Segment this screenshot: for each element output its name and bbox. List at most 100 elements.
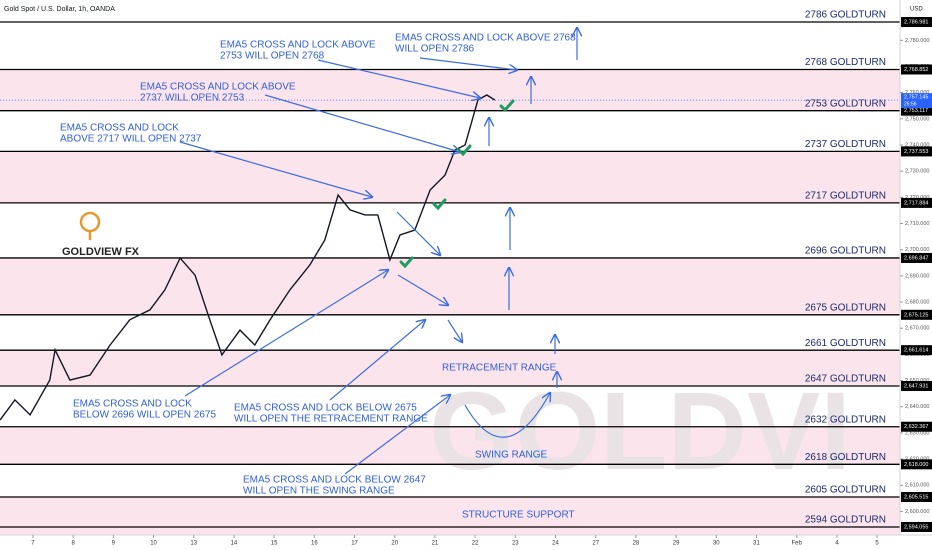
level-tag xyxy=(901,345,932,356)
annotation: WILL OPEN THE SWING RANGE xyxy=(243,486,395,497)
level-label: 2696 GOLDTURN xyxy=(805,246,886,257)
level-tag-label: 2,594.055 xyxy=(904,524,928,530)
annotation: SWING RANGE xyxy=(475,450,548,461)
x-tick-label: 17 xyxy=(351,541,358,547)
x-tick-label: Feb xyxy=(792,541,803,547)
x-tick-label: 30 xyxy=(713,541,720,547)
y-tick-label: 2,740.000 xyxy=(905,142,929,148)
arrow xyxy=(419,57,517,70)
level-tag-label: 2,661.614 xyxy=(904,348,928,354)
watermark: GOLDVI xyxy=(429,370,851,493)
level-label: 2618 GOLDTURN xyxy=(805,452,886,463)
band xyxy=(0,0,900,23)
band xyxy=(0,202,900,258)
level-label: 2753 GOLDTURN xyxy=(805,98,886,109)
y-tick-label: 2,710.000 xyxy=(905,221,929,227)
level-label: 2632 GOLDTURN xyxy=(805,414,886,425)
band xyxy=(0,314,900,351)
level-tag-label: 2,786.981 xyxy=(904,19,928,25)
x-tick-label: 21 xyxy=(432,541,439,547)
annotation: EMA5 CROSS AND LOCK BELOW 2647 xyxy=(243,475,426,486)
x-tick-label: 31 xyxy=(753,541,760,547)
annotation: BELOW 2696 WILL OPEN 2675 xyxy=(73,410,216,421)
arrow xyxy=(396,211,440,255)
arrows xyxy=(179,28,577,475)
check xyxy=(399,256,414,269)
level-tag xyxy=(901,459,932,470)
currency: USD xyxy=(910,7,923,13)
x-tick-label: 22 xyxy=(472,541,479,547)
annotations: EMA5 CROSS AND LOCK ABOVE 2753 WILL OPEN … xyxy=(60,33,576,521)
level-tag xyxy=(901,64,932,75)
x-tick-label: 4 xyxy=(835,541,839,547)
level-tag xyxy=(901,17,932,28)
annotation: EMA5 CROSS AND LOCK xyxy=(60,123,179,134)
annotation: 2753 WILL OPEN 2768 xyxy=(220,51,325,62)
arrow xyxy=(447,319,462,342)
x-tick-label: 15 xyxy=(271,541,278,547)
level-tag xyxy=(901,197,932,208)
checkmarks xyxy=(399,99,515,269)
arrow xyxy=(397,274,448,305)
price-line xyxy=(0,94,496,421)
level-tag xyxy=(901,146,932,157)
annotation: EMA5 CROSS AND LOCK BELOW 2675 xyxy=(234,403,417,414)
brand: GOLDVIEW FX xyxy=(62,246,140,258)
bands xyxy=(0,0,900,535)
level-tag xyxy=(901,252,932,263)
band xyxy=(0,0,900,535)
swing-curve xyxy=(464,393,550,438)
x-tick-label: 7 xyxy=(31,541,35,547)
level-tag-label: 2,632.367 xyxy=(904,424,928,430)
y-tick-label: 2,600.000 xyxy=(905,509,929,515)
x-tick-label: 28 xyxy=(633,541,640,547)
level-tag-label: 2,696.847 xyxy=(904,255,928,261)
y-tick-label: 2,680.000 xyxy=(905,300,929,306)
arrow xyxy=(344,395,450,475)
level-tag-label: 2,675.125 xyxy=(904,312,928,318)
y-tick-label: 2,690.000 xyxy=(905,273,929,279)
logo: GOLDVIEW FX xyxy=(62,211,140,258)
annotation: 2737 WILL OPEN 2753 xyxy=(140,93,245,104)
level-tag-label: 2,737.553 xyxy=(904,149,928,155)
level-tag xyxy=(901,105,932,116)
level-tag-label: 2,717.884 xyxy=(904,200,928,206)
countdown: 26:56 xyxy=(904,101,917,107)
y-tick-label: 2,630.000 xyxy=(905,430,929,436)
level-tag xyxy=(901,421,932,432)
x-tick-label: 24 xyxy=(552,541,559,547)
y-tick-label: 2,700.000 xyxy=(905,247,929,253)
y-tick-label: 2,640.000 xyxy=(905,404,929,410)
annotation: RETRACEMENT RANGE xyxy=(442,363,557,374)
arrow xyxy=(317,59,480,98)
annotation: EMA5 CROSS AND LOCK xyxy=(73,399,192,410)
x-tick-label: 8 xyxy=(71,541,75,547)
x-tick-label: 27 xyxy=(592,541,599,547)
x-tick-label: 10 xyxy=(150,541,157,547)
annotation: EMA5 CROSS AND LOCK ABOVE xyxy=(140,82,296,93)
y-tick-label: 2,780.000 xyxy=(905,38,929,44)
annotation: STRUCTURE SUPPORT xyxy=(462,510,575,521)
axis: 2,780.0002,770.0002,760.0002,750.0002,74… xyxy=(31,17,932,547)
x-tick-label: 13 xyxy=(190,541,197,547)
level-label: 2786 GOLDTURN xyxy=(805,10,886,21)
x-tick-label: 9 xyxy=(112,541,116,547)
level-label: 2594 GOLDTURN xyxy=(805,515,886,526)
level-label: 2661 GOLDTURN xyxy=(805,338,886,349)
y-tick-label: 2,730.000 xyxy=(905,169,929,175)
level-label: 2675 GOLDTURN xyxy=(805,302,886,313)
annotation: WILL OPEN 2786 xyxy=(395,44,475,55)
band xyxy=(0,385,900,427)
current-price-label: 2,757.145 xyxy=(904,95,928,101)
band xyxy=(0,464,900,498)
y-tick-label: 2,610.000 xyxy=(905,483,929,489)
x-tick-label: 16 xyxy=(311,541,318,547)
check xyxy=(432,198,447,211)
arrow xyxy=(184,270,388,397)
level-label: 2737 GOLDTURN xyxy=(805,139,886,150)
level-tag-label: 2,768.852 xyxy=(904,67,928,73)
price-axis xyxy=(900,0,932,550)
y-tick-label: 2,720.000 xyxy=(905,195,929,201)
x-tick-label: 29 xyxy=(673,541,680,547)
